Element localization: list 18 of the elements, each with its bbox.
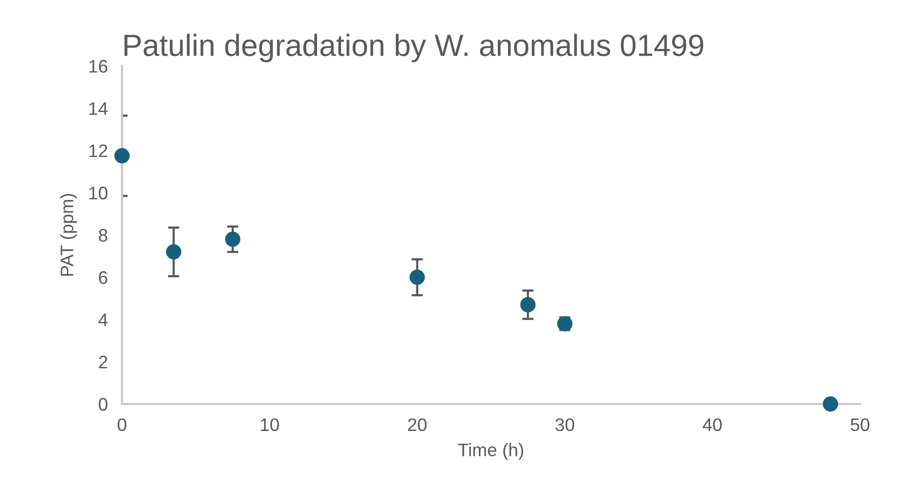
y-tick-label: 12 [89,144,108,158]
x-tick-label: 10 [260,418,279,432]
y-tick-label: 2 [98,356,108,368]
y-tick-label: 14 [89,102,108,115]
y-axis-title: PAT (ppm) [60,194,77,276]
y-tick-label: 8 [98,228,108,242]
x-tick-label: 40 [702,418,722,432]
y-tick-label: 10 [89,186,108,200]
y-tick-label: 6 [98,271,108,284]
chart-title: Patulin degradation by W. anomalus 01499 [124,34,704,62]
x-axis-title: Time (h) [458,443,524,460]
y-tick-label: 4 [98,314,108,326]
x-tick-label: 50 [850,418,870,432]
x-tick-label: 0 [118,418,126,432]
y-tick-label: 0 [98,398,108,411]
x-tick-label: 30 [555,418,574,432]
y-tick-label: 16 [89,60,108,73]
x-tick-label: 20 [408,418,427,432]
